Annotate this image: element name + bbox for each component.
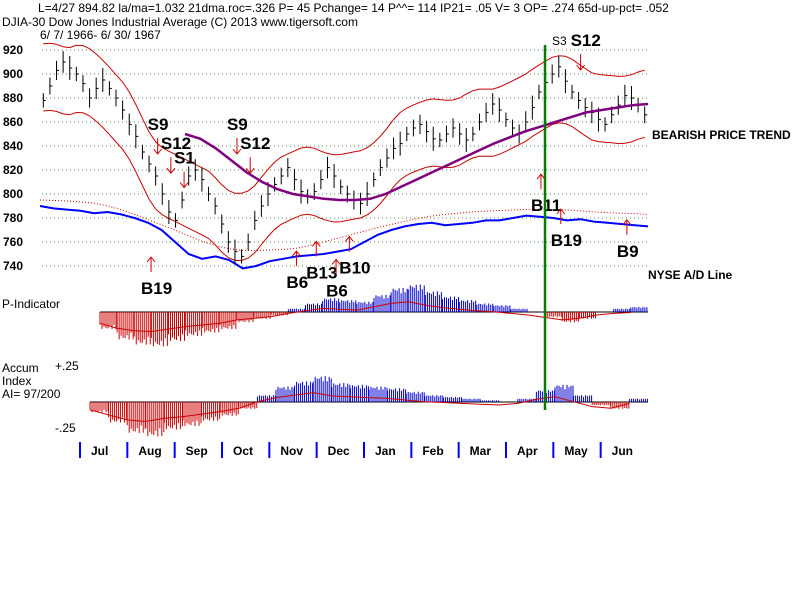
signal-b9-label: B9 xyxy=(617,242,639,261)
signal-b6-label: B6 xyxy=(326,281,348,300)
ad-line-label: NYSE A/D Line xyxy=(648,268,733,282)
accum-title: Accum xyxy=(2,361,39,375)
y-tick-label-860: 860 xyxy=(3,115,23,129)
signal-s9-label: S9 xyxy=(148,115,169,134)
buy-arrow-head xyxy=(344,235,354,242)
buy-arrow-head xyxy=(292,250,301,257)
signal-s12-label: S12 xyxy=(571,31,601,50)
buy-arrow-head xyxy=(536,173,546,180)
accum-index-histogram xyxy=(89,376,648,437)
month-label-may: May xyxy=(564,444,588,458)
month-label-apr: Apr xyxy=(517,444,538,458)
y-tick-label-820: 820 xyxy=(3,163,23,177)
month-label-mar: Mar xyxy=(470,444,492,458)
buy-arrow-head xyxy=(622,218,632,226)
y-tick-label-740: 740 xyxy=(3,259,23,273)
p-indicator-histogram xyxy=(99,284,648,347)
buy-arrow-head xyxy=(331,258,341,265)
header-line1: L=4/27 894.82 la/ma=1.032 21dma.roc=.326… xyxy=(38,1,669,15)
buy-arrow-head xyxy=(146,256,156,263)
buy-arrow-head xyxy=(556,208,566,215)
month-label-jun: Jun xyxy=(612,444,633,458)
accum-index-ma xyxy=(89,392,630,423)
signal-s12-label: S12 xyxy=(240,134,270,153)
month-label-dec: Dec xyxy=(328,444,350,458)
price-bands xyxy=(43,42,645,261)
signal-b10-label: B10 xyxy=(339,259,370,278)
accum-pos-label: +.25 xyxy=(55,359,79,373)
y-tick-label-800: 800 xyxy=(3,187,23,201)
signal-s12-label: S12 xyxy=(161,134,191,153)
sell-arrow-head xyxy=(153,148,163,155)
y-axis-ticks: 740 760 780 800 820 840 860 880 900 920 xyxy=(3,43,23,273)
accum-index-label: Index xyxy=(2,374,31,388)
ad-line-layer xyxy=(39,199,649,270)
moving-average-line xyxy=(184,102,649,202)
sell-arrow-head xyxy=(245,167,255,175)
signal-b19-label: B19 xyxy=(141,279,172,298)
p-indicator-label: P-Indicator xyxy=(2,297,60,311)
buy-arrow-head xyxy=(311,240,321,247)
y-tick-label-840: 840 xyxy=(3,139,23,153)
upper-band xyxy=(43,42,645,194)
month-label-nov: Nov xyxy=(280,444,303,458)
trend-label: BEARISH PRICE TREND xyxy=(652,128,791,142)
month-label-jul: Jul xyxy=(91,444,108,458)
sell-arrow-head xyxy=(179,182,189,189)
y-tick-label-900: 900 xyxy=(3,67,23,81)
header-line3: 6/ 7/ 1966- 6/ 30/ 1967 xyxy=(40,28,161,42)
month-label-aug: Aug xyxy=(138,444,161,458)
moving-average-layer xyxy=(184,102,649,202)
sell-arrow-head xyxy=(166,167,176,175)
signal-s1-label: S1 xyxy=(174,149,195,168)
y-tick-label-780: 780 xyxy=(3,211,23,225)
signal-s9-label: S9 xyxy=(227,115,248,134)
y-tick-label-880: 880 xyxy=(3,91,23,105)
month-label-jan: Jan xyxy=(375,444,396,458)
month-label-oct: Oct xyxy=(233,444,253,458)
month-label-feb: Feb xyxy=(422,444,443,458)
accum-neg-label: -.25 xyxy=(55,421,76,435)
y-tick-label-760: 760 xyxy=(3,235,23,249)
price-gridlines xyxy=(42,49,648,267)
p-indicator-ma xyxy=(99,301,631,333)
sell-arrow-head xyxy=(232,148,242,155)
header-line2: DJIA-30 Dow Jones Industrial Average (C)… xyxy=(2,15,358,29)
ad-line xyxy=(39,205,649,270)
sell-arrow-head xyxy=(576,64,585,71)
signal-b13-label: B13 xyxy=(306,263,337,282)
signal-b6-label: B6 xyxy=(286,273,308,292)
month-axis: Jul Aug Sep Oct Nov Dec Jan Feb Mar Apr May Jun xyxy=(79,442,633,458)
month-label-sep: Sep xyxy=(186,444,208,458)
y-tick-label-920: 920 xyxy=(3,43,23,57)
signal-b19-label: B19 xyxy=(551,231,582,250)
signal-annotation: S3 xyxy=(552,34,567,48)
signal-markers: S9S12S1S9S12B19B6B13B6B10B11B19S12B9 xyxy=(141,31,639,300)
accum-value-label: AI= 97/200 xyxy=(2,387,61,401)
